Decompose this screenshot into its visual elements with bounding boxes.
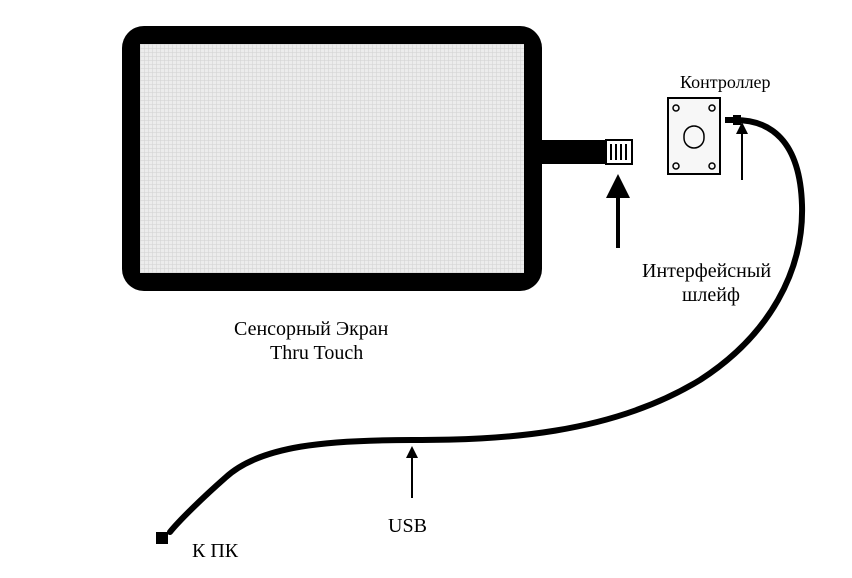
usb-label: USB: [388, 515, 427, 538]
screen-label-line1: Сенсорный Экран: [234, 318, 388, 341]
touch-screen: [122, 26, 542, 291]
screen-label-line2: Thru Touch: [270, 342, 363, 365]
controller-label: Контроллер: [680, 72, 771, 93]
ribbon-label-line1: Интерфейсный: [642, 260, 771, 283]
ribbon-label-line2: шлейф: [682, 284, 740, 307]
controller-box: [668, 98, 720, 174]
usb-plug-controller-icon: [725, 115, 741, 125]
pc-label: К ПК: [192, 540, 238, 563]
usb-plug-pc-icon: [156, 532, 168, 544]
interface-ribbon: [542, 140, 632, 164]
